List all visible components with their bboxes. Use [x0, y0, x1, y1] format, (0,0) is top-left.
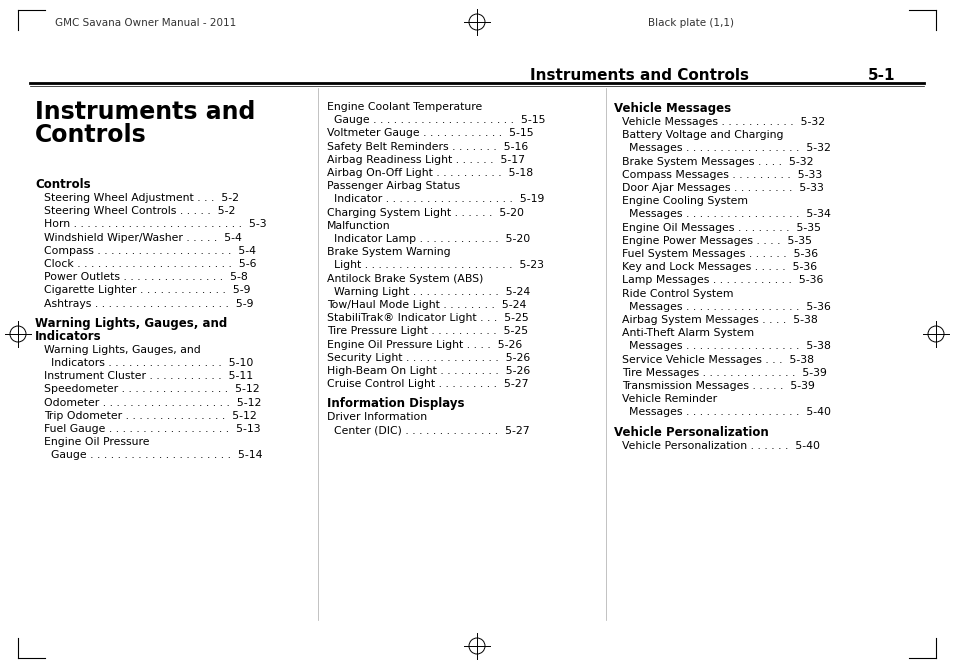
- Text: Instruments and: Instruments and: [35, 100, 255, 124]
- Text: Center (DIC) . . . . . . . . . . . . . .  5-27: Center (DIC) . . . . . . . . . . . . . .…: [327, 426, 529, 436]
- Text: Vehicle Personalization: Vehicle Personalization: [614, 426, 768, 439]
- Text: Transmission Messages . . . . .  5-39: Transmission Messages . . . . . 5-39: [621, 381, 814, 391]
- Text: Indicator . . . . . . . . . . . . . . . . . . .  5-19: Indicator . . . . . . . . . . . . . . . …: [327, 194, 544, 204]
- Text: Malfunction: Malfunction: [327, 221, 390, 231]
- Text: Vehicle Messages . . . . . . . . . . .  5-32: Vehicle Messages . . . . . . . . . . . 5…: [621, 117, 824, 127]
- Text: Compass Messages . . . . . . . . .  5-33: Compass Messages . . . . . . . . . 5-33: [621, 170, 821, 180]
- Text: Engine Power Messages . . . .  5-35: Engine Power Messages . . . . 5-35: [621, 236, 811, 246]
- Text: Engine Oil Pressure: Engine Oil Pressure: [44, 437, 150, 447]
- Text: Warning Lights, Gauges, and: Warning Lights, Gauges, and: [35, 317, 227, 330]
- Text: Safety Belt Reminders . . . . . . .  5-16: Safety Belt Reminders . . . . . . . 5-16: [327, 142, 528, 152]
- Text: Black plate (1,1): Black plate (1,1): [647, 18, 733, 28]
- Text: Warning Lights, Gauges, and: Warning Lights, Gauges, and: [44, 345, 200, 355]
- Text: 5-1: 5-1: [867, 68, 895, 83]
- Text: Engine Oil Pressure Light . . . .  5-26: Engine Oil Pressure Light . . . . 5-26: [327, 339, 521, 349]
- Text: Antilock Brake System (ABS): Antilock Brake System (ABS): [327, 274, 483, 284]
- Text: Steering Wheel Adjustment . . .  5-2: Steering Wheel Adjustment . . . 5-2: [44, 193, 239, 203]
- Text: Instrument Cluster . . . . . . . . . . .  5-11: Instrument Cluster . . . . . . . . . . .…: [44, 371, 253, 381]
- Text: Odometer . . . . . . . . . . . . . . . . . . .  5-12: Odometer . . . . . . . . . . . . . . . .…: [44, 397, 261, 407]
- Text: Power Outlets . . . . . . . . . . . . . . .  5-8: Power Outlets . . . . . . . . . . . . . …: [44, 272, 248, 282]
- Text: Controls: Controls: [35, 123, 147, 147]
- Text: Driver Information: Driver Information: [327, 412, 427, 422]
- Text: Information Displays: Information Displays: [327, 397, 464, 410]
- Text: Brake System Messages . . . .  5-32: Brake System Messages . . . . 5-32: [621, 156, 813, 166]
- Text: StabiliTrak® Indicator Light . . .  5-25: StabiliTrak® Indicator Light . . . 5-25: [327, 313, 528, 323]
- Text: Security Light . . . . . . . . . . . . . .  5-26: Security Light . . . . . . . . . . . . .…: [327, 353, 530, 363]
- Text: GMC Savana Owner Manual - 2011: GMC Savana Owner Manual - 2011: [55, 18, 236, 28]
- Text: Messages . . . . . . . . . . . . . . . . .  5-34: Messages . . . . . . . . . . . . . . . .…: [621, 209, 830, 219]
- Text: Gauge . . . . . . . . . . . . . . . . . . . . .  5-14: Gauge . . . . . . . . . . . . . . . . . …: [44, 450, 262, 460]
- Text: Ride Control System: Ride Control System: [621, 289, 733, 299]
- Text: Messages . . . . . . . . . . . . . . . . .  5-36: Messages . . . . . . . . . . . . . . . .…: [621, 302, 830, 312]
- Text: Engine Oil Messages . . . . . . . .  5-35: Engine Oil Messages . . . . . . . . 5-35: [621, 222, 821, 232]
- Text: Windshield Wiper/Washer . . . . .  5-4: Windshield Wiper/Washer . . . . . 5-4: [44, 232, 242, 242]
- Text: Warning Light . . . . . . . . . . . . .  5-24: Warning Light . . . . . . . . . . . . . …: [327, 287, 530, 297]
- Text: Brake System Warning: Brake System Warning: [327, 247, 450, 257]
- Text: Speedometer . . . . . . . . . . . . . . . .  5-12: Speedometer . . . . . . . . . . . . . . …: [44, 384, 259, 394]
- Text: Airbag Readiness Light . . . . . .  5-17: Airbag Readiness Light . . . . . . 5-17: [327, 155, 524, 165]
- Text: Tire Messages . . . . . . . . . . . . . .  5-39: Tire Messages . . . . . . . . . . . . . …: [621, 368, 826, 378]
- Text: Indicators: Indicators: [35, 330, 102, 343]
- Text: Battery Voltage and Charging: Battery Voltage and Charging: [621, 130, 782, 140]
- Text: Compass . . . . . . . . . . . . . . . . . . . .  5-4: Compass . . . . . . . . . . . . . . . . …: [44, 246, 255, 256]
- Text: Instruments and Controls: Instruments and Controls: [530, 68, 748, 83]
- Text: Steering Wheel Controls . . . . .  5-2: Steering Wheel Controls . . . . . 5-2: [44, 206, 235, 216]
- Text: Tire Pressure Light . . . . . . . . . .  5-25: Tire Pressure Light . . . . . . . . . . …: [327, 327, 528, 337]
- Text: Horn . . . . . . . . . . . . . . . . . . . . . . . . .  5-3: Horn . . . . . . . . . . . . . . . . . .…: [44, 219, 266, 229]
- Text: Ashtrays . . . . . . . . . . . . . . . . . . . .  5-9: Ashtrays . . . . . . . . . . . . . . . .…: [44, 299, 253, 309]
- Text: Door Ajar Messages . . . . . . . . .  5-33: Door Ajar Messages . . . . . . . . . 5-3…: [621, 183, 823, 193]
- Text: Passenger Airbag Status: Passenger Airbag Status: [327, 181, 459, 191]
- Text: Messages . . . . . . . . . . . . . . . . .  5-40: Messages . . . . . . . . . . . . . . . .…: [621, 407, 830, 418]
- Text: Voltmeter Gauge . . . . . . . . . . . .  5-15: Voltmeter Gauge . . . . . . . . . . . . …: [327, 128, 533, 138]
- Text: Messages . . . . . . . . . . . . . . . . .  5-32: Messages . . . . . . . . . . . . . . . .…: [621, 144, 830, 154]
- Text: Fuel System Messages . . . . . .  5-36: Fuel System Messages . . . . . . 5-36: [621, 249, 818, 259]
- Text: Controls: Controls: [35, 178, 91, 191]
- Text: Tow/Haul Mode Light . . . . . . . .  5-24: Tow/Haul Mode Light . . . . . . . . 5-24: [327, 300, 526, 310]
- Text: Charging System Light . . . . . .  5-20: Charging System Light . . . . . . 5-20: [327, 208, 523, 218]
- Text: Messages . . . . . . . . . . . . . . . . .  5-38: Messages . . . . . . . . . . . . . . . .…: [621, 341, 830, 351]
- Text: Cigarette Lighter . . . . . . . . . . . . .  5-9: Cigarette Lighter . . . . . . . . . . . …: [44, 285, 251, 295]
- Text: Vehicle Reminder: Vehicle Reminder: [621, 394, 717, 404]
- Text: Cruise Control Light . . . . . . . . .  5-27: Cruise Control Light . . . . . . . . . 5…: [327, 379, 528, 389]
- Text: Engine Cooling System: Engine Cooling System: [621, 196, 747, 206]
- Text: Airbag System Messages . . . .  5-38: Airbag System Messages . . . . 5-38: [621, 315, 817, 325]
- Text: Fuel Gauge . . . . . . . . . . . . . . . . . .  5-13: Fuel Gauge . . . . . . . . . . . . . . .…: [44, 424, 260, 434]
- Text: Vehicle Personalization . . . . . .  5-40: Vehicle Personalization . . . . . . 5-40: [621, 441, 820, 451]
- Text: Indicator Lamp . . . . . . . . . . . .  5-20: Indicator Lamp . . . . . . . . . . . . 5…: [327, 234, 530, 244]
- Text: Trip Odometer . . . . . . . . . . . . . . .  5-12: Trip Odometer . . . . . . . . . . . . . …: [44, 411, 256, 421]
- Text: Light . . . . . . . . . . . . . . . . . . . . . .  5-23: Light . . . . . . . . . . . . . . . . . …: [327, 261, 543, 271]
- Text: Anti-Theft Alarm System: Anti-Theft Alarm System: [621, 328, 753, 338]
- Text: Lamp Messages . . . . . . . . . . . .  5-36: Lamp Messages . . . . . . . . . . . . 5-…: [621, 275, 822, 285]
- Text: High-Beam On Light . . . . . . . . .  5-26: High-Beam On Light . . . . . . . . . 5-2…: [327, 366, 530, 376]
- Text: Vehicle Messages: Vehicle Messages: [614, 102, 730, 115]
- Text: Service Vehicle Messages . . .  5-38: Service Vehicle Messages . . . 5-38: [621, 355, 813, 365]
- Text: Airbag On-Off Light . . . . . . . . . .  5-18: Airbag On-Off Light . . . . . . . . . . …: [327, 168, 533, 178]
- Text: Engine Coolant Temperature: Engine Coolant Temperature: [327, 102, 482, 112]
- Text: Gauge . . . . . . . . . . . . . . . . . . . . .  5-15: Gauge . . . . . . . . . . . . . . . . . …: [327, 115, 545, 125]
- Text: Indicators . . . . . . . . . . . . . . . . .  5-10: Indicators . . . . . . . . . . . . . . .…: [44, 358, 253, 368]
- Text: Clock . . . . . . . . . . . . . . . . . . . . . . .  5-6: Clock . . . . . . . . . . . . . . . . . …: [44, 259, 256, 269]
- Text: Key and Lock Messages . . . . .  5-36: Key and Lock Messages . . . . . 5-36: [621, 263, 817, 272]
